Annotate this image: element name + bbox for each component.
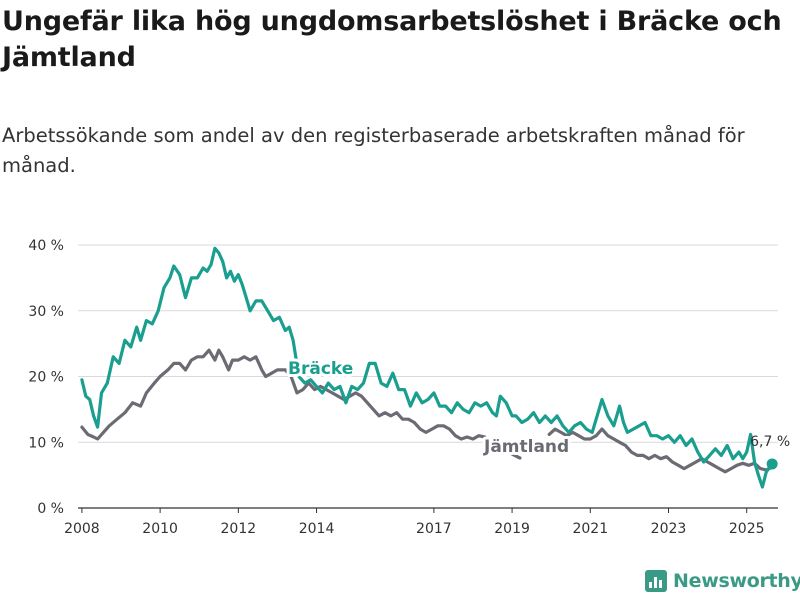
x-tick-label: 2023	[651, 521, 687, 537]
gridlines	[78, 244, 778, 443]
x-tick-label: 2025	[729, 521, 765, 537]
series-lines	[80, 246, 774, 489]
y-tick-label: 30 %	[28, 304, 64, 320]
x-tick-label: 2021	[572, 521, 608, 537]
y-tick-label: 10 %	[28, 435, 64, 451]
x-tick-label: 2017	[416, 521, 452, 537]
label-bracke-halo: Bräcke	[288, 359, 353, 379]
series-line-bracke	[80, 246, 774, 489]
bar-chart-icon	[645, 570, 667, 592]
series-line-jamtland	[80, 348, 504, 450]
x-tick-label: 2008	[64, 521, 100, 537]
y-tick-label: 40 %	[28, 238, 64, 254]
y-axis-ticks: 0 % 10 % 20 % 30 % 40 %	[28, 238, 64, 517]
newsworthy-logo: Newsworthy	[645, 570, 800, 592]
y-tick-label: 20 %	[28, 370, 64, 386]
series-line-jamtland	[547, 427, 774, 474]
y-tick-label: 0 %	[37, 501, 64, 517]
x-tick-label: 2012	[221, 521, 257, 537]
end-point-marker	[766, 458, 778, 470]
chart-title: Ungefär lika hög ungdomsarbetslöshet i B…	[2, 6, 782, 73]
x-axis: 2008 2010 2012 2014 2017 2019 2021 2023 2025	[64, 507, 778, 537]
x-tick-label: 2010	[142, 521, 178, 537]
end-value-label: 6,7 %	[750, 434, 790, 450]
chart-subtitle: Arbetssökande som andel av den registerb…	[2, 124, 745, 177]
x-tick-label: 2019	[494, 521, 530, 537]
label-bracke: Bräcke	[288, 359, 353, 379]
series-line-jamtland	[510, 452, 522, 460]
brand-name: Newsworthy	[673, 570, 800, 592]
x-tick-label: 2014	[299, 521, 335, 537]
label-jamtland-halo: Jämtland	[483, 437, 569, 457]
label-jamtland: Jämtland	[483, 437, 569, 457]
